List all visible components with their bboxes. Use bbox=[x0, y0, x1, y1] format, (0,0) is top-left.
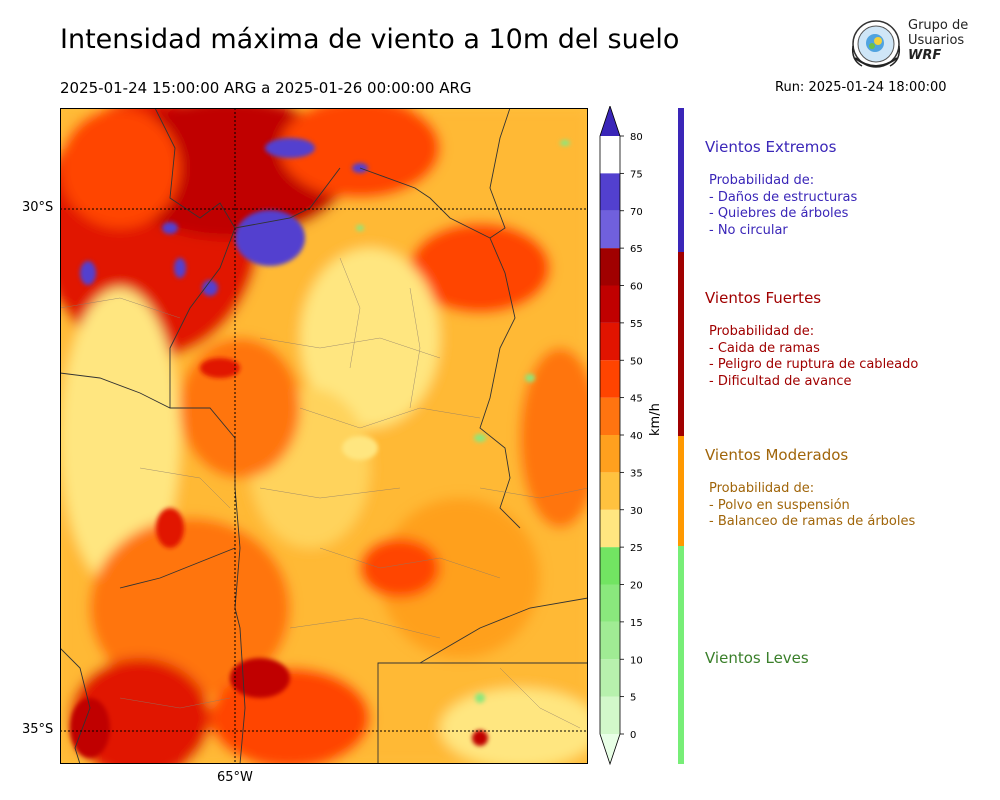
colorbar-tick-label: 75 bbox=[630, 169, 643, 180]
category-description-line: - Caida de ramas bbox=[709, 340, 820, 356]
lon-label-65w: 65°W bbox=[217, 770, 253, 785]
category-color-bar bbox=[678, 546, 684, 764]
category-title: Vientos Fuertes bbox=[705, 289, 822, 307]
category-title: Vientos Moderados bbox=[705, 446, 849, 464]
category-color-bar bbox=[678, 252, 684, 436]
colorbar-tick-label: 60 bbox=[630, 282, 643, 293]
category-color-bar bbox=[678, 436, 684, 546]
colorbar-box bbox=[600, 472, 620, 510]
colorbar-tick-label: 35 bbox=[630, 468, 643, 479]
logo-text-wrf: WRF bbox=[908, 48, 942, 63]
colorbar-tick-label: 80 bbox=[630, 132, 643, 143]
department-borders bbox=[60, 257, 588, 729]
colorbar-tick-label: 65 bbox=[630, 244, 643, 255]
colorbar-tick-label: 0 bbox=[630, 730, 636, 741]
category-description-line: Probabilidad de: bbox=[709, 481, 815, 496]
colorbar-box bbox=[600, 435, 620, 473]
logo-emblem-icon bbox=[851, 20, 901, 68]
colorbar-tick-label: 45 bbox=[630, 394, 643, 405]
colorbar-box bbox=[600, 734, 620, 764]
category-description-line: Probabilidad de: bbox=[709, 324, 815, 339]
category-title: Vientos Leves bbox=[705, 649, 809, 667]
colorbar-tick-label: 5 bbox=[630, 693, 636, 704]
logo-text-line1: Grupo de bbox=[908, 18, 969, 33]
category-description-line: - Daños de estructuras bbox=[709, 189, 858, 205]
grupo-wrf-logo: Grupo de Usuarios WRF bbox=[848, 16, 973, 74]
category-description-line: - No circular bbox=[709, 222, 788, 238]
category-description-line: Probabilidad de: bbox=[709, 173, 815, 188]
wind-field-detail bbox=[70, 138, 570, 758]
colorbar-tick-label: 25 bbox=[630, 543, 643, 554]
colorbar-tick-label: 70 bbox=[630, 207, 643, 218]
category-description-line: - Peligro de ruptura de cableado bbox=[709, 357, 919, 372]
colorbar-tick-label: 10 bbox=[630, 655, 643, 666]
colorbar-box bbox=[600, 322, 620, 361]
forecast-period: 2025-01-24 15:00:00 ARG a 2025-01-26 00:… bbox=[60, 79, 472, 97]
colorbar-tick-label: 55 bbox=[630, 319, 643, 330]
lat-label-35s: 35°S bbox=[22, 722, 54, 737]
category-description-line: - Balanceo de ramas de árboles bbox=[709, 514, 916, 529]
colorbar-box bbox=[600, 285, 620, 323]
category-description: Probabilidad de: - Daños de estructuras - … bbox=[709, 173, 857, 239]
category-color-bar bbox=[678, 108, 684, 252]
wind-field-base bbox=[60, 108, 588, 764]
colorbar: 0 5 10 15 20 25 30 35 40 45 50 55 60 65 70 75 80 bbox=[599, 106, 643, 766]
province-borders bbox=[60, 108, 588, 764]
colorbar-box bbox=[600, 248, 620, 286]
category-title: Vientos Extremos bbox=[705, 138, 837, 156]
run-time: Run: 2025-01-24 18:00:00 bbox=[775, 80, 947, 95]
colorbar-tick-label: 40 bbox=[630, 431, 643, 442]
colorbar-box bbox=[600, 696, 620, 734]
map-frame bbox=[60, 108, 588, 764]
colorbar-box bbox=[600, 584, 620, 622]
colorbar-box bbox=[600, 397, 620, 435]
category-description: Probabilidad de: - Caida de ramas - Peligr… bbox=[709, 324, 918, 390]
colorbar-box bbox=[600, 547, 620, 585]
colorbar-box bbox=[600, 621, 620, 660]
colorbar-tick-label: 50 bbox=[630, 356, 643, 367]
colorbar-unit-label: km/h bbox=[648, 403, 663, 436]
colorbar-box bbox=[600, 210, 620, 249]
colorbar-box bbox=[600, 106, 620, 136]
wind-intensity-map bbox=[60, 108, 588, 764]
category-description-line: - Polvo en suspensión bbox=[709, 497, 850, 513]
colorbar-tick-label: 20 bbox=[630, 581, 643, 592]
colorbar-box bbox=[600, 659, 620, 697]
colorbar-box bbox=[600, 509, 620, 548]
category-description-line: - Quiebres de árboles bbox=[709, 206, 849, 221]
lat-label-30s: 30°S bbox=[22, 200, 54, 215]
category-description: Probabilidad de: - Polvo en suspensión - B… bbox=[709, 481, 915, 531]
colorbar-tick-label: 15 bbox=[630, 618, 643, 629]
colorbar-tick-label: 30 bbox=[630, 506, 643, 517]
map-title: Intensidad máxima de viento a 10m del su… bbox=[60, 24, 680, 55]
colorbar-box bbox=[600, 173, 620, 211]
logo-text-line2: Usuarios bbox=[908, 33, 965, 48]
category-description-line: - Dificultad de avance bbox=[709, 373, 852, 389]
colorbar-box bbox=[600, 360, 620, 398]
